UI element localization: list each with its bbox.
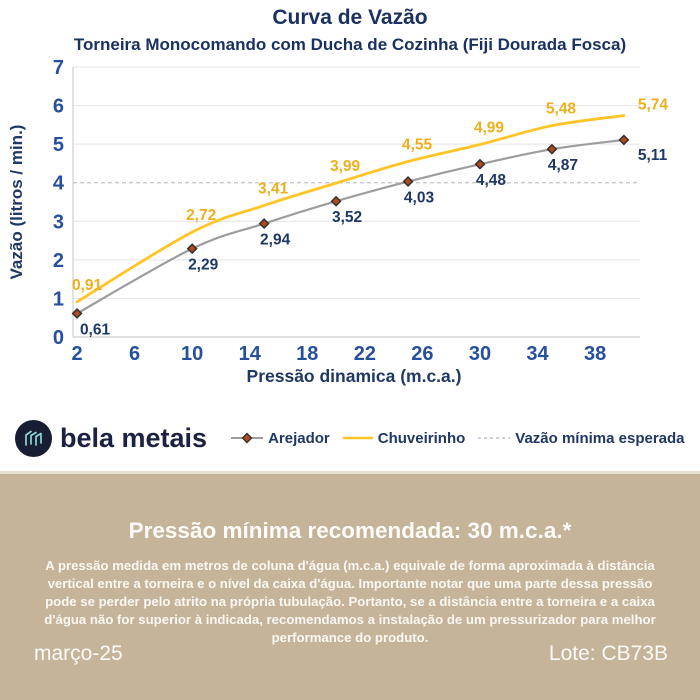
data-label-arejador-4: 4,03 [404,190,435,207]
brand-logo: bela metais [15,419,208,457]
data-label-arejador-6: 4,87 [548,157,578,174]
data-label-chuveirinho-3: 3,99 [330,158,361,175]
marker-arejador-3 [330,195,342,207]
lot-label: Lote: CB73B [548,642,668,665]
info-panel: Pressão mínima recomendada: 30 m.c.a.* A… [0,471,700,700]
data-label-chuveirinho-6: 5,48 [546,101,577,118]
bela-metais-logo-icon [15,419,52,457]
data-label-arejador-0: 0,61 [80,321,111,338]
marker-arejador-6 [546,143,558,155]
y-tick-0: 0 [53,327,64,349]
data-label-arejador-2: 2,94 [260,232,291,249]
marker-arejador-1 [186,243,198,255]
legend-item-vazao-minima: Vazão mínima esperada [478,429,685,447]
legend-item-chuveirinho: Chuveirinho [342,429,466,447]
dashed-line-icon [478,437,511,439]
chart-legend: Arejador Chuveirinho Vazão mínima espera… [231,429,685,447]
x-axis-title: Pressão dinamica (m.c.a.) [246,366,462,386]
y-tick-5: 5 [53,134,64,156]
data-label-chuveirinho-5: 4,99 [474,120,505,137]
data-label-arejador-1: 2,29 [188,257,219,274]
data-label-chuveirinho-0: 0,91 [72,277,103,294]
x-tick-10: 10 [181,343,203,365]
y-tick-1: 1 [53,288,64,310]
y-tick-3: 3 [53,211,64,233]
marker-arejador-4 [402,176,414,188]
y-tick-7: 7 [53,60,64,79]
data-label-arejador-5: 4,48 [476,172,507,189]
legend-item-arejador: Arejador [231,430,330,447]
x-tick-38: 38 [584,343,606,365]
data-label-arejador-7: 5,11 [638,147,668,164]
marker-arejador-7 [618,134,630,146]
data-label-chuveirinho-4: 4,55 [402,137,433,154]
legend-label-arejador: Arejador [268,429,330,447]
pressure-explanation: A pressão medida em metros de coluna d'á… [44,558,656,645]
series-line-chuveirinho [75,114,626,304]
data-label-arejador-3: 3,52 [332,209,362,226]
x-tick-34: 34 [526,343,549,365]
x-tick-30: 30 [469,343,491,365]
marker-arejador-0 [71,308,83,319]
data-label-chuveirinho-2: 3,41 [258,180,289,197]
x-tick-26: 26 [411,343,433,365]
data-label-chuveirinho-1: 2,72 [186,207,216,224]
x-tick-14: 14 [239,343,262,365]
marker-arejador-2 [258,218,270,230]
legend-label-chuveirinho: Chuveirinho [377,429,466,447]
chart-subtitle: Torneira Monocomando com Ducha de Cozinh… [73,35,627,54]
x-tick-2: 2 [71,343,82,365]
marker-arejador-5 [474,158,486,170]
x-tick-18: 18 [296,343,318,365]
data-label-chuveirinho-7: 5,74 [638,97,669,114]
date-label: março-25 [34,642,123,665]
y-tick-6: 6 [53,96,64,118]
brand-name: bela metais [60,422,208,453]
chuveirinho-line-icon [342,436,373,440]
y-tick-2: 2 [53,250,64,272]
legend-row: bela metais Arejador Chuveirinho [0,410,700,466]
legend-label-vazao-minima: Vazão mínima esperada [515,429,685,447]
min-pressure-heading: Pressão mínima recomendada: 30 m.c.a.* [128,518,572,543]
chart-title: Curva de Vazão [272,6,428,29]
x-tick-22: 22 [354,343,376,365]
x-tick-6: 6 [129,343,140,365]
y-tick-4: 4 [53,173,65,195]
panel-footer: março-25 Lote: CB73B [34,642,668,666]
arejador-line-marker-icon [231,432,264,444]
